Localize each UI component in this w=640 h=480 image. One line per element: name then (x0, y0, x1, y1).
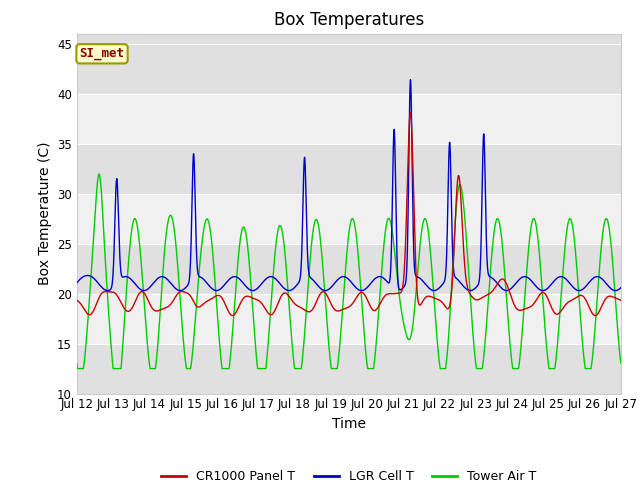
Text: SI_met: SI_met (79, 48, 125, 60)
Bar (77, 344, 621, 394)
X-axis label: Time: Time (332, 417, 366, 431)
Title: Box Temperatures: Box Temperatures (274, 11, 424, 29)
Bar (77, 243, 621, 294)
Y-axis label: Box Temperature (C): Box Temperature (C) (38, 142, 51, 285)
Legend: CR1000 Panel T, LGR Cell T, Tower Air T: CR1000 Panel T, LGR Cell T, Tower Air T (156, 465, 541, 480)
Bar (77, 34, 621, 94)
Bar (77, 144, 621, 193)
